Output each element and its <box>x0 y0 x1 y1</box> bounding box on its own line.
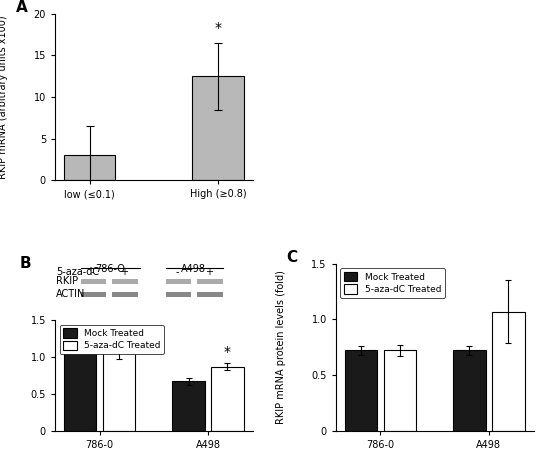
Text: -: - <box>176 267 179 277</box>
Legend: Mock Treated, 5-aza-dC Treated: Mock Treated, 5-aza-dC Treated <box>340 268 445 298</box>
Legend: Mock Treated, 5-aza-dC Treated: Mock Treated, 5-aza-dC Treated <box>59 325 164 354</box>
Text: RKIP: RKIP <box>56 276 78 286</box>
Bar <box>172 382 205 431</box>
Y-axis label: RKIP mRNA protein levels (fold): RKIP mRNA protein levels (fold) <box>276 270 287 424</box>
Bar <box>64 155 116 180</box>
FancyBboxPatch shape <box>81 292 106 297</box>
Bar <box>345 350 377 431</box>
Bar <box>192 76 244 180</box>
Bar <box>211 366 244 431</box>
Bar <box>492 311 525 431</box>
FancyBboxPatch shape <box>112 279 138 284</box>
Y-axis label: RKIP mRNA (arbitrary units x100): RKIP mRNA (arbitrary units x100) <box>0 15 8 179</box>
Text: 5-aza-dC: 5-aza-dC <box>56 267 99 277</box>
Text: +: + <box>205 267 213 277</box>
FancyBboxPatch shape <box>197 279 223 284</box>
FancyBboxPatch shape <box>112 292 138 297</box>
Bar <box>64 343 96 431</box>
Bar <box>384 350 416 431</box>
Text: B: B <box>19 256 31 271</box>
Text: A: A <box>15 0 27 16</box>
Text: *: * <box>214 21 222 35</box>
Text: C: C <box>287 251 298 266</box>
FancyBboxPatch shape <box>81 279 106 284</box>
FancyBboxPatch shape <box>166 292 191 297</box>
Bar <box>453 350 486 431</box>
Text: A498: A498 <box>181 264 206 274</box>
Text: ACTIN: ACTIN <box>56 289 85 299</box>
FancyBboxPatch shape <box>166 279 191 284</box>
Text: -: - <box>91 267 94 277</box>
Bar <box>103 346 135 431</box>
Text: *: * <box>224 345 231 359</box>
Text: 786-O: 786-O <box>96 264 125 274</box>
Text: +: + <box>120 267 128 277</box>
FancyBboxPatch shape <box>197 292 223 297</box>
